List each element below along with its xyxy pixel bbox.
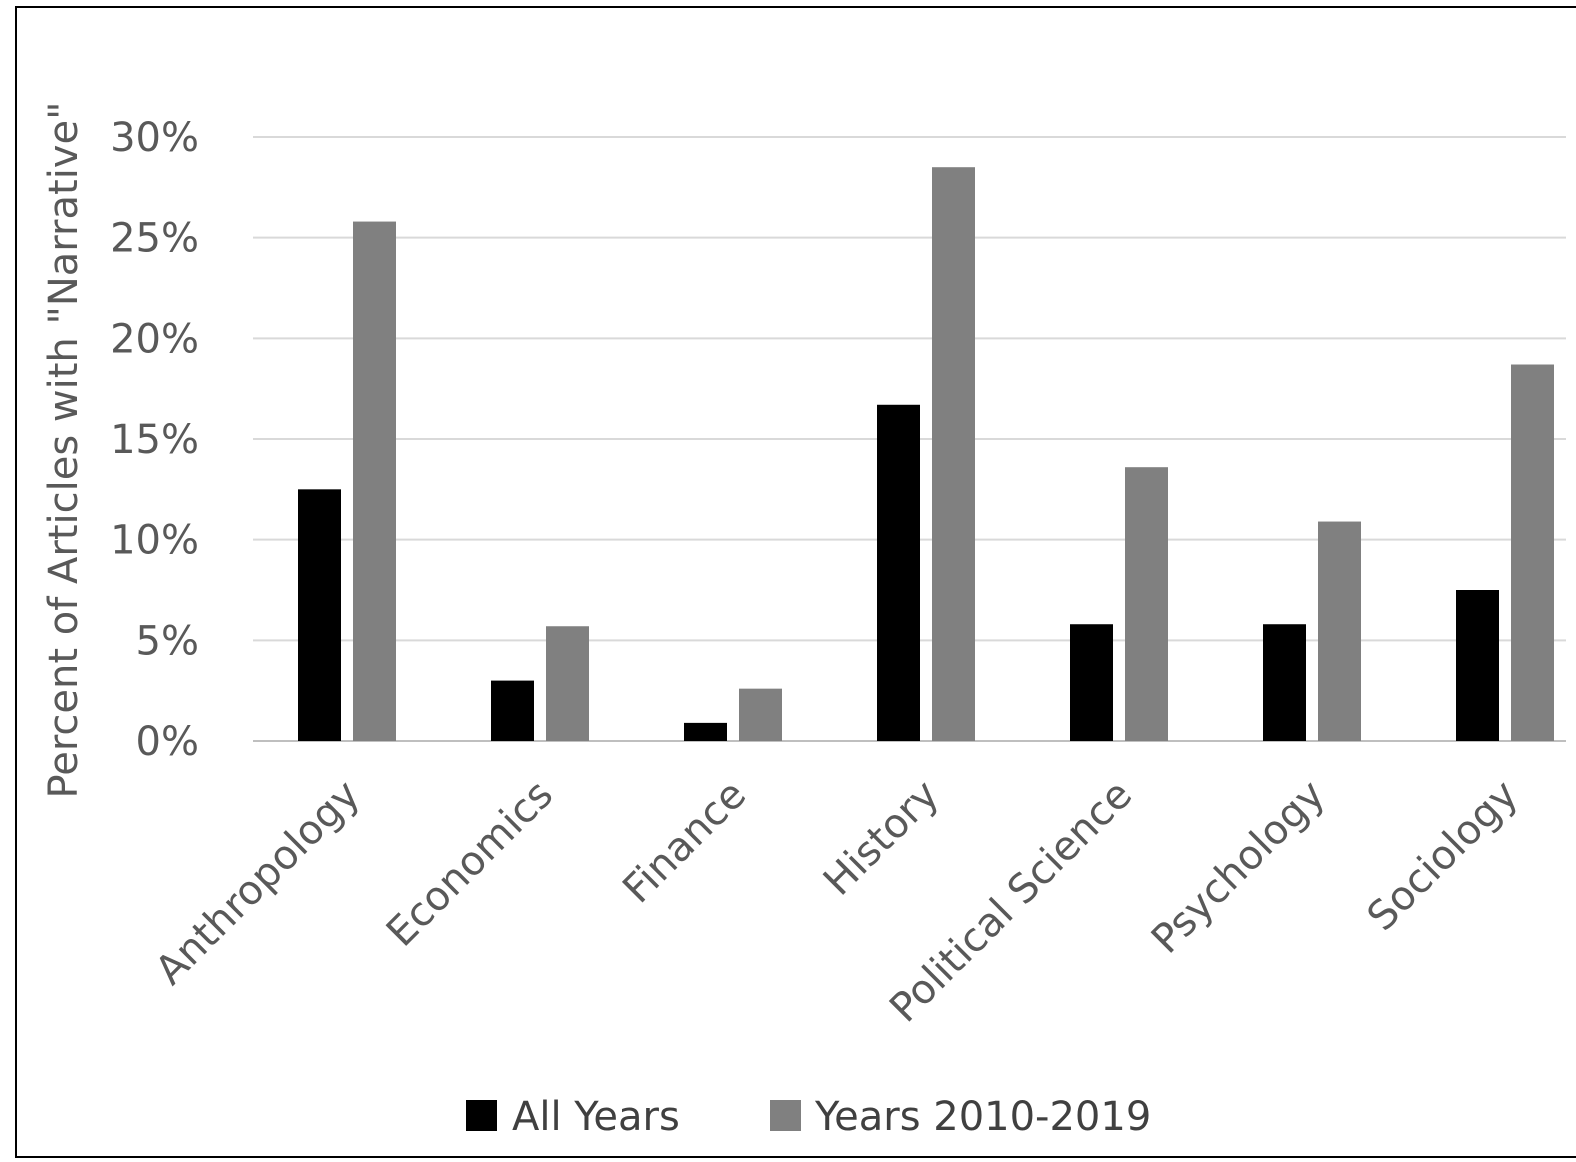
legend: All Years Years 2010-2019 <box>466 1094 1151 1140</box>
bar-years-2010-2019-finance <box>739 688 782 741</box>
bar-years-2010-2019-sociology <box>1511 364 1554 741</box>
x-tick-label: Psychology <box>1143 772 1334 963</box>
bar-years-2010-2019-anthropology <box>353 221 396 741</box>
bar-all-years-anthropology <box>298 489 341 741</box>
y-tick-label: 10% <box>110 518 199 564</box>
x-tick-label: Anthropology <box>147 772 369 994</box>
bar-all-years-political-science <box>1070 624 1113 741</box>
y-tick-label: 5% <box>136 618 199 664</box>
y-axis-title: Percent of Articles with "Narrative" <box>41 102 87 799</box>
chart-frame: ​ <box>15 6 1576 1158</box>
legend-swatch <box>466 1100 497 1131</box>
bar-all-years-psychology <box>1263 624 1306 741</box>
x-tick-label: History <box>815 772 948 905</box>
bar-all-years-history <box>877 404 920 741</box>
x-tick-label: Economics <box>378 772 562 956</box>
bar-years-2010-2019-psychology <box>1318 521 1361 741</box>
bars <box>298 167 1554 741</box>
bar-years-2010-2019-political-science <box>1125 467 1168 741</box>
y-tick-label: 30% <box>110 115 199 161</box>
y-tick-label: 0% <box>136 719 199 765</box>
x-tick-label: Finance <box>614 772 755 913</box>
y-tick-label: 15% <box>110 417 199 463</box>
x-axis-ticks: Anthropology Economics Finance HistoryPolit… <box>147 772 1527 1032</box>
y-axis-ticks: 0% 5% 10% 15% 20% 25% 30% <box>110 115 199 765</box>
y-tick-label: 25% <box>110 216 199 262</box>
bar-all-years-economics <box>491 680 534 741</box>
bar-all-years-sociology <box>1456 590 1499 741</box>
x-tick-label: Sociology <box>1359 772 1527 940</box>
legend-label: All Years <box>512 1094 680 1140</box>
bar-years-2010-2019-history <box>932 167 975 741</box>
bar-all-years-finance <box>684 722 727 741</box>
legend-label: Years 2010-2019 <box>814 1094 1151 1140</box>
bar-years-2010-2019-economics <box>546 626 589 741</box>
legend-swatch <box>770 1100 801 1131</box>
y-tick-label: 20% <box>110 316 199 362</box>
